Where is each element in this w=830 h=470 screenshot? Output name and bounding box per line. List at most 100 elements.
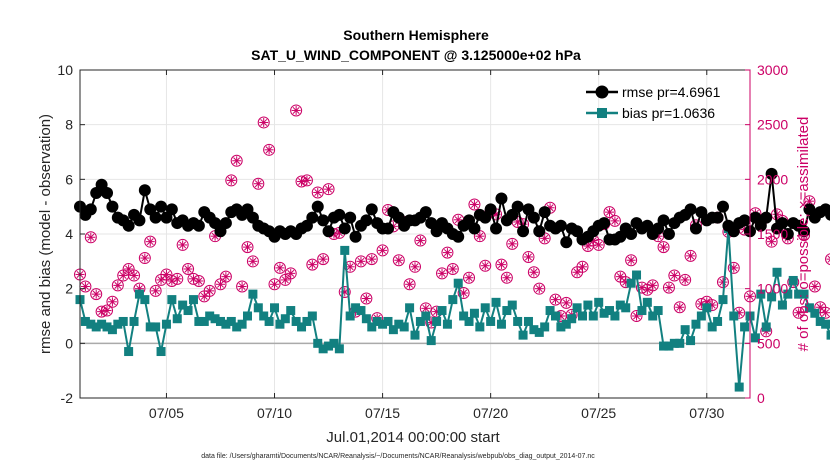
obs-assimilated-point [605,207,615,217]
bias-point [237,319,247,329]
obs-assimilated-point [107,297,117,307]
rmse-point [419,206,432,219]
rmse-point [349,230,362,243]
obs-assimilated-stroke [346,263,354,271]
bias-point [788,275,798,285]
obs-assimilated-stroke [152,287,160,295]
obs-assimilated-point [804,196,814,206]
rmse-point [106,200,119,213]
bias-point [248,289,258,299]
obs-assimilated-point [356,256,366,266]
bias-point [556,322,566,332]
bias-point [275,319,285,329]
bias-point [550,311,560,321]
bias-point [178,300,188,310]
obs-assimilated-point [291,105,301,115]
bias-point [632,270,642,280]
bias-point [594,297,604,307]
bias-point [448,295,458,305]
bias-point [156,347,166,357]
legend-bias-marker [597,108,607,118]
bias-point [313,338,323,348]
obs-possible-point [825,253,830,266]
obs-possible-point [322,183,335,196]
obs-assimilated-point [496,260,506,270]
bias-point [578,311,587,321]
legend-bias-label: bias pr=1.0636 [622,105,715,121]
bias-point [583,300,593,310]
obs-assimilated-stroke [265,146,273,154]
obs-assimilated-point [140,253,150,263]
obs-possible-point [257,116,270,129]
obs-assimilated-stroke [535,285,543,293]
obs-assimilated-point [297,177,307,187]
bias-point [523,316,533,326]
bias-point [361,314,371,324]
obs-possible-point [436,267,449,280]
obs-assimilated-stroke [611,217,619,225]
obs-assimilated-stroke [465,274,473,282]
obs-assimilated-point [232,156,242,166]
obs-assimilated-point [86,232,96,242]
obs-possible-point [241,241,254,254]
obs-possible-point [446,262,459,275]
bias-point [702,303,712,313]
obs-possible-point [457,287,470,300]
obs-assimilated-point [264,145,274,155]
rmse-point [760,211,773,224]
bias-point [826,330,830,340]
bias-point [188,295,198,305]
obs-assimilated-stroke [260,118,268,126]
obs-assimilated-stroke [508,240,516,248]
obs-assimilated-stroke [141,254,149,262]
bias-point [486,316,496,326]
obs-assimilated-point [307,260,317,270]
obs-assimilated-point [534,284,544,294]
bias-point [270,303,280,313]
obs-assimilated-point [199,291,209,301]
obs-assimilated-point [578,262,587,272]
obs-possible-point [268,278,281,291]
bias-point [215,316,225,326]
bias-point [329,338,339,348]
obs-assimilated-point [102,306,112,316]
y-axis-right-label: # of obs: o=possible; ×=assimilated [795,117,812,352]
bias-point [610,311,620,321]
y-axis-label: rmse and bias (model - observation) [37,114,54,354]
obs-assimilated-stroke [616,273,624,281]
rmse-point [657,214,670,227]
rmse-point [311,200,324,213]
bias-point [243,311,252,321]
y-tick-label: 8 [65,117,73,133]
rmse-point [365,203,378,216]
bias-point [691,319,701,329]
obs-assimilated-stroke [768,238,776,246]
obs-count-series [74,104,830,338]
obs-assimilated-stroke [665,284,673,292]
obs-assimilated-point [767,237,777,247]
y-right-tick-label: 2500 [757,117,788,133]
bias-point [502,306,512,316]
obs-assimilated-point [118,271,128,281]
rmse-point [338,222,351,235]
bias-point [529,325,539,335]
obs-possible-point [376,244,389,257]
obs-assimilated-stroke [87,233,95,241]
bias-point [718,295,728,305]
footnote: data file: /Users/gharamti/Documents/NCA… [201,453,595,460]
obs-possible-point [290,104,303,117]
obs-possible-point [684,249,697,262]
obs-assimilated-stroke [195,277,203,285]
obs-assimilated-point [659,242,669,252]
rmse-point [122,219,135,232]
rmse-point [452,230,465,243]
obs-possible-point [236,280,249,293]
obs-assimilated-stroke [271,280,279,288]
bias-point [264,316,274,326]
obs-possible-point [317,253,330,266]
obs-possible-point [182,262,195,275]
obs-possible-point [819,306,830,319]
bias-point [480,303,490,313]
rmse-point [684,203,697,216]
